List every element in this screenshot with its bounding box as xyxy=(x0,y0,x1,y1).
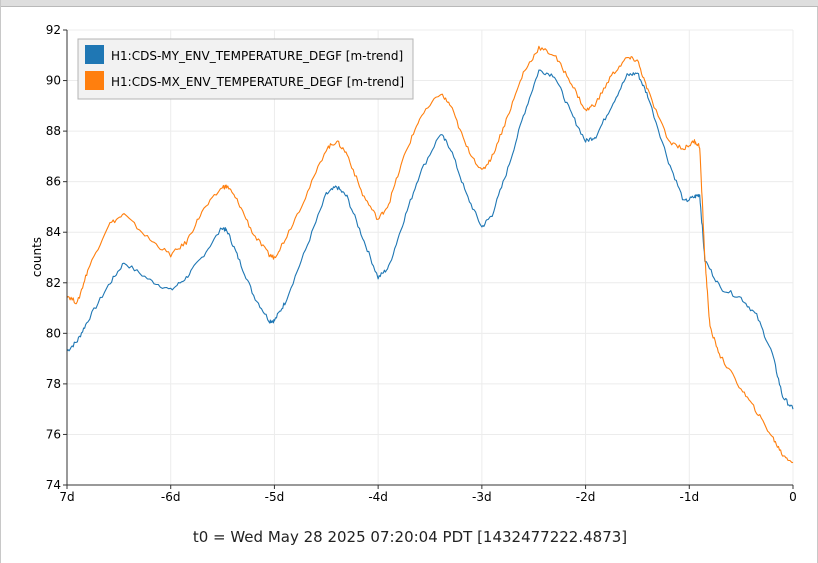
series-line-my xyxy=(66,69,794,410)
legend-swatch-my xyxy=(85,45,104,64)
x-tick-label: -5d xyxy=(265,490,285,504)
y-tick-label: 74 xyxy=(46,478,61,492)
series-layer xyxy=(66,45,794,464)
y-tick-label: 92 xyxy=(46,23,61,37)
y-tick-label: 80 xyxy=(46,326,61,340)
x-tick-label: 7d xyxy=(59,490,74,504)
axes xyxy=(63,29,794,489)
y-tick-label: 76 xyxy=(46,427,61,441)
legend-box xyxy=(77,38,414,100)
series-line-mx xyxy=(66,45,794,464)
y-tick-label: 84 xyxy=(46,225,61,239)
y-tick-label: 90 xyxy=(46,74,61,88)
legend-label-mx: H1:CDS-MX_ENV_TEMPERATURE_DEGF [m-trend] xyxy=(111,75,404,89)
y-tick-label: 88 xyxy=(46,124,61,138)
x-tick-label: -4d xyxy=(368,490,388,504)
t0-label: t0 = Wed May 28 2025 07:20:04 PDT [14324… xyxy=(192,528,628,546)
x-tick-label: -3d xyxy=(472,490,492,504)
x-tick-label: -1d xyxy=(679,490,699,504)
y-axis-title: counts xyxy=(30,237,44,277)
x-tick-label: -6d xyxy=(161,490,181,504)
window-top-edge xyxy=(1,0,818,7)
tick-labels: 7d -6d -5d -4d -3d -2d -1d 0 74 76 78 80 82 84 86 88 90 9… xyxy=(46,23,797,504)
y-tick-label: 82 xyxy=(46,276,61,290)
legend[interactable]: H1:CDS-MY_ENV_TEMPERATURE_DEGF [m-trend]… xyxy=(77,38,414,100)
x-tick-label: -2d xyxy=(576,490,596,504)
y-tick-label: 78 xyxy=(46,377,61,391)
line-chart[interactable]: 7d -6d -5d -4d -3d -2d -1d 0 74 76 78 80 82 84 86 88 90 9… xyxy=(1,0,818,520)
legend-label-my: H1:CDS-MY_ENV_TEMPERATURE_DEGF [m-trend] xyxy=(111,49,403,63)
y-tick-label: 86 xyxy=(46,175,61,189)
x-tick-label: 0 xyxy=(789,490,797,504)
legend-swatch-mx xyxy=(85,71,104,90)
